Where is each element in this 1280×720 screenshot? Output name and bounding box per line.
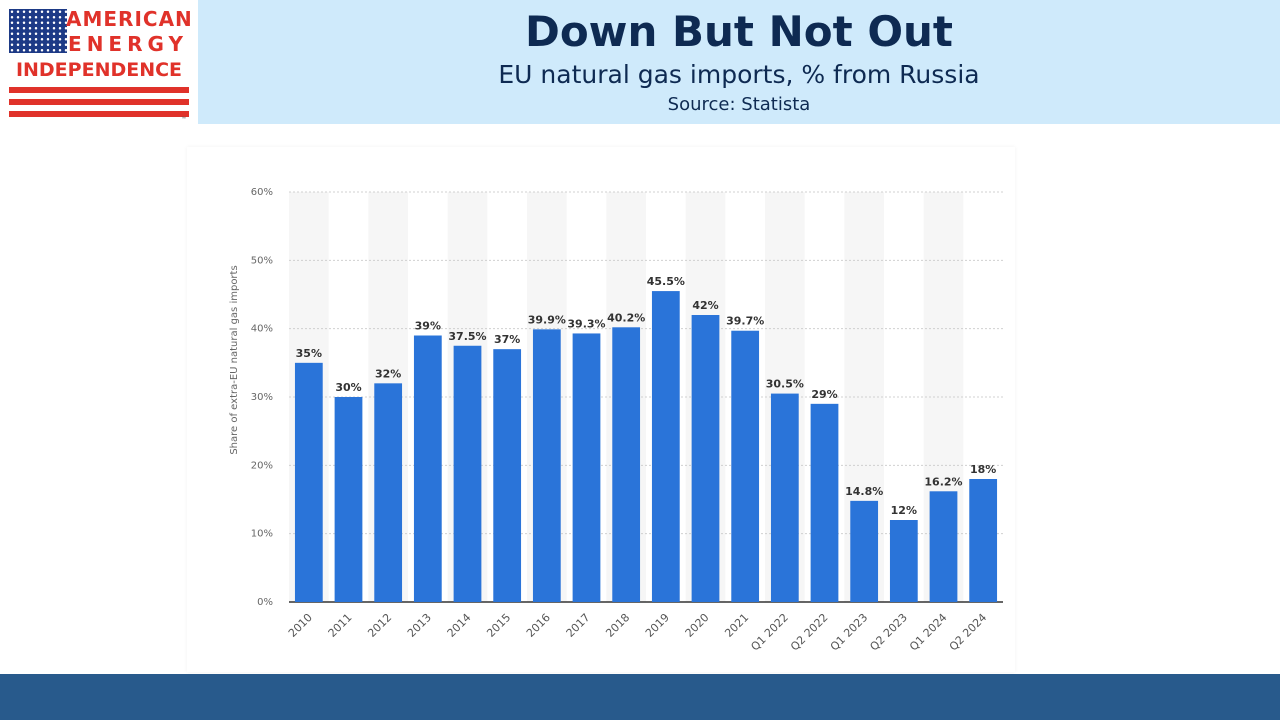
bars (294, 291, 998, 602)
y-axis: 0% 10% 20% 30% 40% 50% 60% (251, 187, 273, 608)
value-label: 37% (494, 333, 520, 346)
logo-stripe (9, 87, 189, 93)
trademark-mark: ™ (181, 116, 186, 122)
bar (691, 315, 720, 602)
slide-header: Down But Not Out EU natural gas imports,… (198, 0, 1280, 124)
logo-text-energy: ENERGY (68, 32, 188, 56)
value-label: 39.9% (528, 313, 566, 326)
bar (929, 491, 958, 602)
value-label: 42% (692, 299, 718, 312)
gridlines (289, 191, 1003, 603)
value-label: 40.2% (607, 311, 645, 324)
value-label: 39.3% (567, 317, 605, 330)
slide-subtitle: EU natural gas imports, % from Russia (498, 60, 980, 89)
y-axis-title: Share of extra-EU natural gas imports (229, 265, 240, 454)
source-note: Source: Statista (667, 94, 811, 115)
us-flag-icon (9, 9, 67, 53)
value-label: 12% (891, 504, 917, 517)
x-tick-label: Q1 2024 (907, 611, 950, 654)
bar (889, 520, 918, 602)
x-tick-label: 2013 (405, 611, 434, 640)
bar-chart: 0% 10% 20% 30% 40% 50% 60% 35% 30% 32% 39% 37.5% 37… (229, 187, 1003, 654)
value-label: 14.8% (845, 485, 883, 498)
bar (294, 362, 323, 602)
y-tick-label: 40% (251, 324, 273, 335)
x-tick-label: Q2 2022 (788, 611, 831, 654)
x-tick-label: 2010 (286, 611, 315, 640)
bar (770, 393, 799, 602)
value-label: 30% (335, 381, 361, 394)
value-label: 35% (296, 347, 322, 360)
x-tick-label: Q2 2023 (867, 611, 910, 654)
x-tick-label: 2017 (564, 611, 593, 640)
logo-stripe (9, 111, 189, 117)
x-tick-label: 2020 (683, 611, 712, 640)
y-tick-label: 10% (251, 529, 273, 540)
y-tick-label: 0% (257, 597, 273, 608)
bar (453, 345, 482, 602)
bar (374, 383, 403, 602)
x-axis-labels: 2010 2011 2012 2013 2014 2015 2016 2017 2018 2019… (286, 611, 989, 654)
bar (850, 500, 879, 602)
x-tick-label: Q1 2023 (828, 611, 871, 654)
bar (532, 329, 561, 602)
bar (810, 403, 839, 602)
logo-text-american: AMERICAN (66, 7, 193, 31)
slide-title: Down But Not Out (524, 7, 954, 56)
value-label: 18% (970, 463, 996, 476)
y-tick-label: 20% (251, 460, 273, 471)
value-label: 45.5% (647, 275, 685, 288)
x-tick-label: 2018 (603, 611, 632, 640)
x-tick-label: 2015 (484, 611, 513, 640)
x-tick-label: 2014 (445, 611, 474, 640)
bar (493, 349, 522, 602)
x-tick-label: Q1 2022 (748, 611, 791, 654)
value-label: 37.5% (448, 330, 486, 343)
logo-text-independence: INDEPENDENCE (15, 59, 183, 81)
bar (612, 327, 641, 602)
x-tick-label: 2011 (326, 611, 355, 640)
logo-stripe (9, 99, 189, 105)
x-tick-label: 2016 (524, 611, 553, 640)
bar (651, 291, 680, 602)
bar (334, 397, 363, 602)
y-tick-label: 60% (251, 187, 273, 198)
x-tick-label: 2012 (365, 611, 394, 640)
bar (413, 335, 442, 602)
x-tick-label: 2019 (643, 611, 672, 640)
value-label: 39.7% (726, 315, 764, 328)
bar (731, 330, 760, 602)
value-label: 39% (415, 320, 441, 333)
bar (572, 333, 601, 602)
value-label: 16.2% (924, 475, 962, 488)
value-label: 29% (811, 388, 837, 401)
y-tick-label: 30% (251, 392, 273, 403)
bar (969, 479, 998, 602)
y-tick-label: 50% (251, 255, 273, 266)
x-tick-label: Q2 2024 (947, 611, 990, 654)
brand-logo: AMERICAN ENERGY INDEPENDENCE ™ (0, 0, 198, 124)
footer-bar (0, 674, 1280, 720)
value-labels: 35% 30% 32% 39% 37.5% 37% 39.9% 39.3% 40.2% 45.5%… (296, 275, 997, 517)
chart-card: 0% 10% 20% 30% 40% 50% 60% 35% 30% 32% 39% 37.5% 37… (187, 147, 1015, 672)
x-tick-label: 2021 (722, 611, 751, 640)
value-label: 32% (375, 367, 401, 380)
value-label: 30.5% (766, 378, 804, 391)
